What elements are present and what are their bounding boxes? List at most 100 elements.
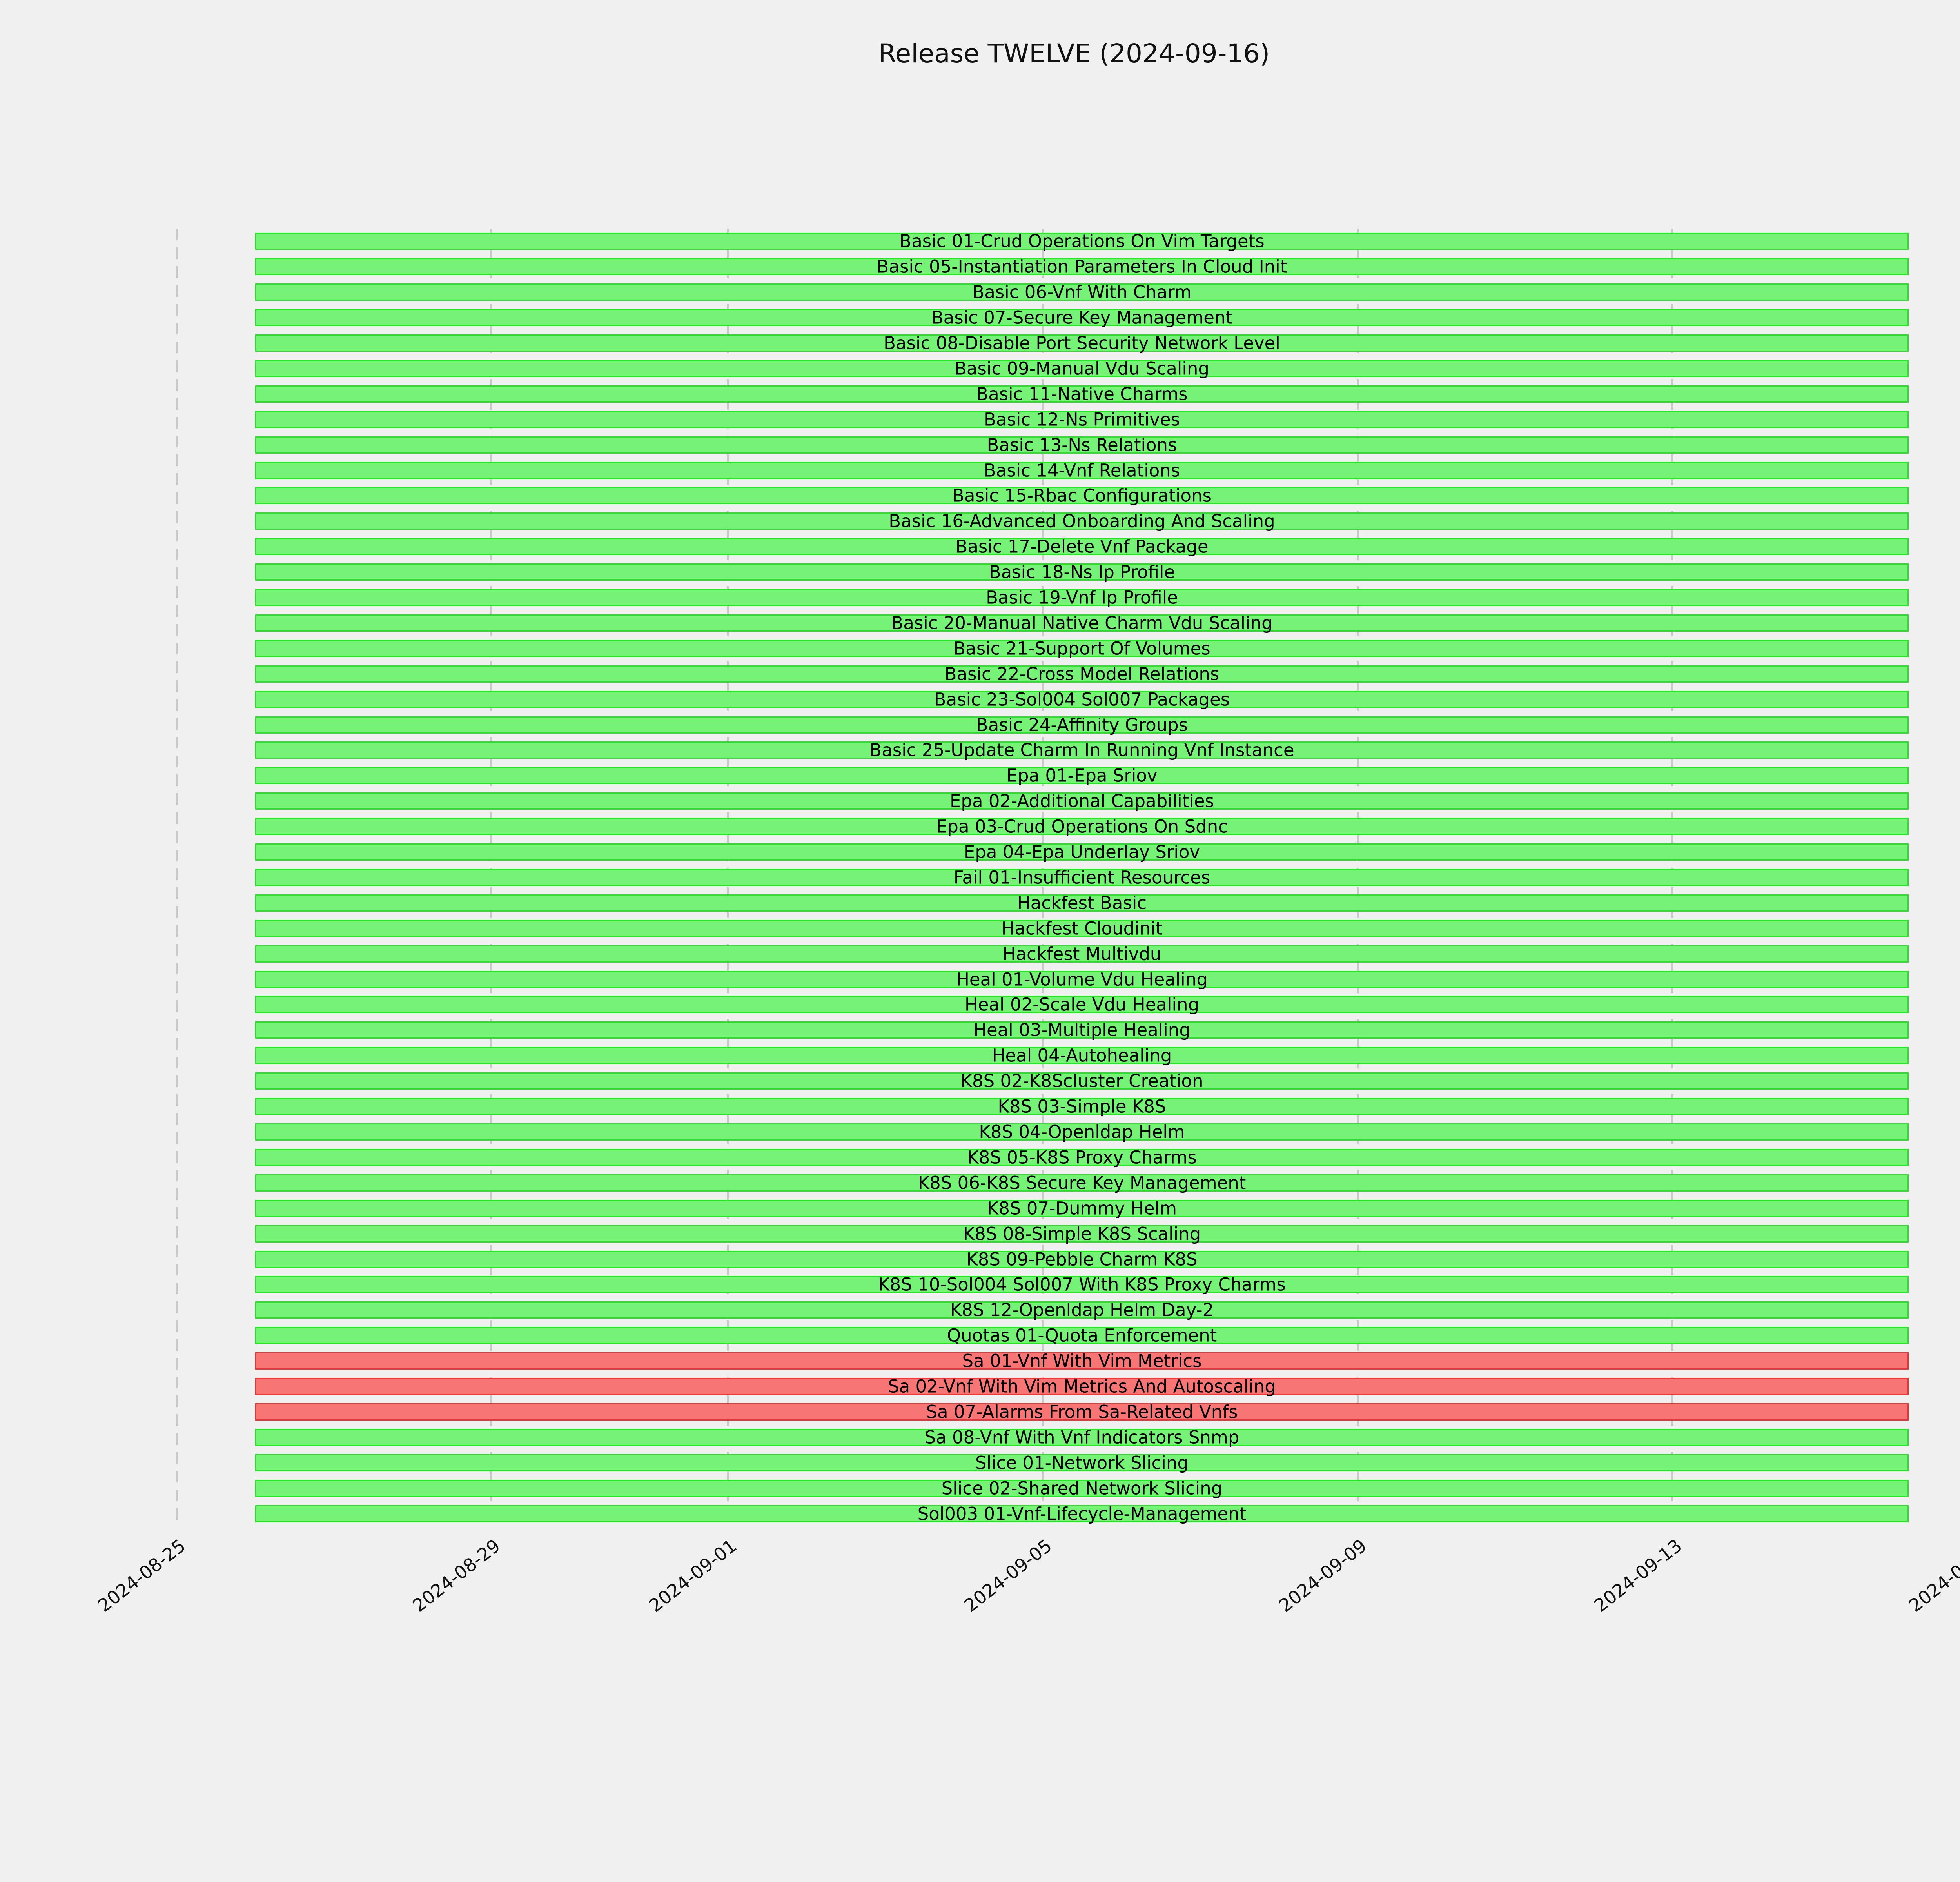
- task-bar: [255, 1428, 1909, 1446]
- task-bar: [255, 411, 1909, 428]
- task-label: Slice 02-Shared Network Slicing: [941, 1478, 1223, 1499]
- task-bar: [255, 1047, 1909, 1065]
- task-row: Slice 01-Network Slicing: [171, 1450, 1960, 1475]
- task-bar: [255, 1225, 1909, 1243]
- task-row: Basic 24-Affinity Groups: [171, 712, 1960, 738]
- task-bar: [255, 563, 1909, 581]
- task-label: Basic 15-Rbac Configurations: [952, 485, 1212, 506]
- task-label: Sa 02-Vnf With Vim Metrics And Autoscali…: [888, 1376, 1276, 1397]
- task-label: Epa 02-Additional Capabilities: [949, 790, 1214, 812]
- task-row: Basic 09-Manual Vdu Scaling: [171, 356, 1960, 381]
- task-label: Basic 01-Crud Operations On Vim Targets: [899, 231, 1265, 252]
- task-label: K8S 09-Pebble Charm K8S: [966, 1249, 1198, 1270]
- task-row: Basic 01-Crud Operations On Vim Targets: [171, 229, 1960, 254]
- task-label: Basic 23-Sol004 Sol007 Packages: [934, 689, 1230, 710]
- task-label: Basic 25-Update Charm In Running Vnf Ins…: [869, 739, 1294, 761]
- task-row: Hackfest Cloudinit: [171, 916, 1960, 941]
- task-label: Basic 07-Secure Key Management: [931, 307, 1233, 328]
- task-row: Basic 05-Instantiation Parameters In Clo…: [171, 254, 1960, 280]
- task-row: K8S 03-Simple K8S: [171, 1094, 1960, 1119]
- task-bar: [255, 1505, 1909, 1522]
- task-bar: [255, 894, 1909, 912]
- task-bar: [255, 818, 1909, 836]
- task-row: Hackfest Multivdu: [171, 941, 1960, 966]
- task-label: Basic 14-Vnf Relations: [984, 460, 1180, 481]
- task-row: K8S 08-Simple K8S Scaling: [171, 1221, 1960, 1246]
- task-row: K8S 05-K8S Proxy Charms: [171, 1144, 1960, 1170]
- task-row: Basic 18-Ns Ip Profile: [171, 560, 1960, 585]
- task-row: Heal 01-Volume Vdu Healing: [171, 966, 1960, 992]
- task-bar: [255, 1148, 1909, 1166]
- x-tick-label: 2024-08-25: [94, 1535, 190, 1617]
- task-row: Epa 04-Epa Underlay Sriov: [171, 839, 1960, 865]
- task-bar: [255, 970, 1909, 988]
- task-bar: [255, 1301, 1909, 1319]
- task-label: Basic 06-Vnf With Charm: [972, 282, 1192, 303]
- task-row: Quotas 01-Quota Enforcement: [171, 1323, 1960, 1348]
- task-label: Slice 01-Network Slicing: [975, 1452, 1189, 1473]
- x-tick-label: 2024-08-29: [408, 1535, 505, 1617]
- task-label: Basic 13-Ns Relations: [987, 434, 1177, 456]
- task-bar: [255, 487, 1909, 505]
- task-label: Fail 01-Insufficient Resources: [953, 867, 1210, 888]
- task-bar: [255, 996, 1909, 1014]
- task-row: K8S 02-K8Scluster Creation: [171, 1068, 1960, 1094]
- task-row: Basic 17-Delete Vnf Package: [171, 534, 1960, 560]
- task-label: Sa 08-Vnf With Vnf Indicators Snmp: [924, 1427, 1240, 1448]
- task-row: Sa 07-Alarms From Sa-Related Vnfs: [171, 1399, 1960, 1424]
- task-bar: [255, 945, 1909, 963]
- task-label: Basic 21-Support Of Volumes: [953, 638, 1210, 659]
- task-label: Hackfest Basic: [1017, 892, 1147, 914]
- task-row: Fail 01-Insufficient Resources: [171, 865, 1960, 890]
- task-label: Heal 02-Scale Vdu Healing: [964, 994, 1200, 1015]
- x-tick-label: 2024-09-01: [645, 1535, 741, 1617]
- task-label: K8S 02-K8Scluster Creation: [960, 1070, 1203, 1092]
- task-row: Heal 03-Multiple Healing: [171, 1017, 1960, 1043]
- task-row: Basic 21-Support Of Volumes: [171, 636, 1960, 661]
- task-bar: [255, 1276, 1909, 1293]
- task-bar: [255, 767, 1909, 785]
- task-label: Basic 12-Ns Primitives: [984, 409, 1180, 430]
- chart-title: Release TWELVE (2024-09-16): [878, 38, 1270, 69]
- task-label: Hackfest Cloudinit: [1001, 918, 1163, 939]
- task-bar: [255, 1021, 1909, 1039]
- task-row: Heal 02-Scale Vdu Healing: [171, 992, 1960, 1017]
- task-bar: [255, 538, 1909, 556]
- task-bar: [255, 1327, 1909, 1344]
- task-label: K8S 12-Openldap Helm Day-2: [950, 1299, 1214, 1321]
- task-row: K8S 06-K8S Secure Key Management: [171, 1170, 1960, 1195]
- task-bar: [255, 1352, 1909, 1370]
- task-label: Basic 09-Manual Vdu Scaling: [955, 358, 1209, 379]
- task-row: Sol003 01-Vnf-Lifecycle-Management: [171, 1501, 1960, 1526]
- task-row: Epa 02-Additional Capabilities: [171, 788, 1960, 814]
- task-label: K8S 10-Sol004 Sol007 With K8S Proxy Char…: [878, 1274, 1286, 1295]
- task-label: Sa 07-Alarms From Sa-Related Vnfs: [926, 1401, 1238, 1422]
- x-tick-label: 2024-09-17: [1905, 1535, 1960, 1617]
- task-row: Basic 22-Cross Model Relations: [171, 661, 1960, 687]
- task-bar: [255, 1454, 1909, 1471]
- task-label: K8S 04-Openldap Helm: [979, 1121, 1185, 1143]
- task-label: Hackfest Multivdu: [1002, 943, 1161, 965]
- task-row: Basic 16-Advanced Onboarding And Scaling: [171, 509, 1960, 534]
- task-bar: [255, 716, 1909, 734]
- task-bar: [255, 690, 1909, 708]
- task-bar: [255, 1123, 1909, 1141]
- task-label: Epa 01-Epa Sriov: [1006, 765, 1158, 786]
- task-bar: [255, 868, 1909, 886]
- task-row: Hackfest Basic: [171, 890, 1960, 916]
- task-row: Basic 23-Sol004 Sol007 Packages: [171, 687, 1960, 712]
- task-bar: [255, 1072, 1909, 1090]
- task-row: Heal 04-Autohealing: [171, 1043, 1960, 1068]
- task-label: Basic 17-Delete Vnf Package: [955, 536, 1209, 557]
- task-bar: [255, 360, 1909, 377]
- task-row: Basic 19-Vnf Ip Profile: [171, 585, 1960, 610]
- task-bar: [255, 258, 1909, 276]
- task-label: K8S 06-K8S Secure Key Management: [918, 1172, 1246, 1194]
- gridline: [175, 229, 178, 1526]
- x-tick-label: 2024-09-13: [1590, 1535, 1686, 1617]
- task-label: Sa 01-Vnf With Vim Metrics: [962, 1350, 1202, 1372]
- task-row: K8S 12-Openldap Helm Day-2: [171, 1297, 1960, 1323]
- task-bar: [255, 919, 1909, 937]
- task-bar: [255, 1250, 1909, 1268]
